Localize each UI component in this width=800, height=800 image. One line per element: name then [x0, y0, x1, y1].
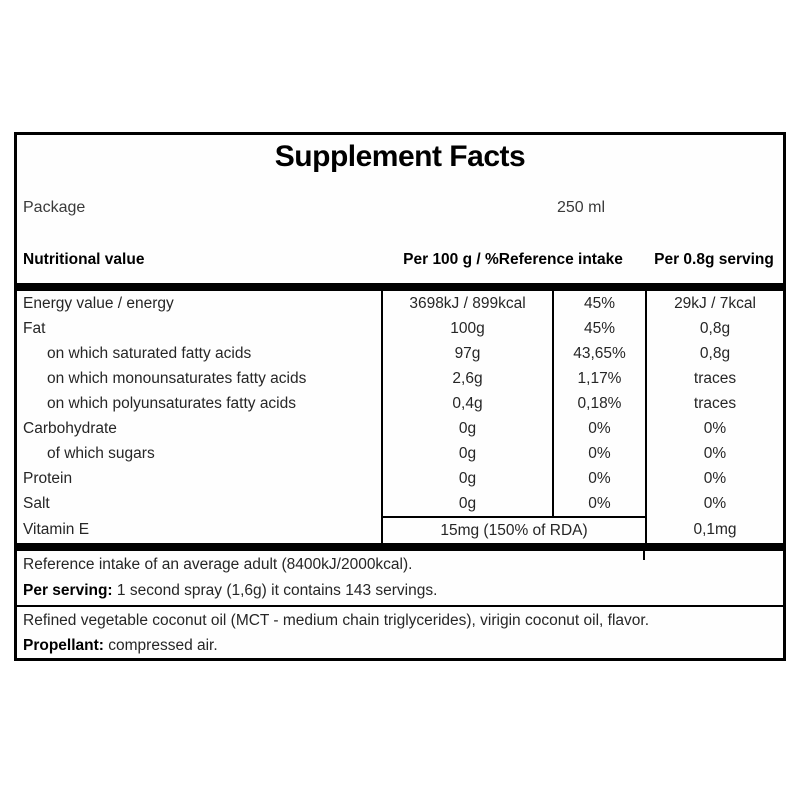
- nutrition-table: Energy value / energy 3698kJ / 899kcal 4…: [17, 291, 783, 543]
- row-name: Carbohydrate: [23, 419, 117, 437]
- row-reference: 43,65%: [552, 341, 645, 366]
- ingredients-line: Refined vegetable coconut oil (MCT - med…: [23, 612, 650, 629]
- row-per100: 0,4g: [381, 391, 552, 416]
- row-name: on which monounsaturates fatty acids: [47, 369, 307, 387]
- row-reference: 0%: [552, 466, 645, 491]
- row-serving: 0%: [645, 416, 783, 441]
- row-serving: traces: [645, 366, 783, 391]
- row-serving: 0%: [645, 441, 783, 466]
- propellant-text: compressed air.: [103, 637, 218, 654]
- row-name: Vitamin E: [23, 520, 90, 538]
- thick-separator-top: [17, 283, 783, 291]
- row-reference: 45%: [552, 316, 645, 341]
- package-value: 250 ml: [557, 199, 606, 216]
- table-row: Protein 0g 0% 0%: [17, 466, 783, 491]
- row-serving: 0%: [645, 491, 783, 516]
- per-serving-text: 1 second spray (1,6g) it contains 143 se…: [112, 582, 438, 599]
- row-serving: 0,8g: [645, 316, 783, 341]
- row-per100: 0g: [381, 416, 552, 441]
- row-reference: 0%: [552, 416, 645, 441]
- row-name: Protein: [23, 469, 73, 487]
- row-per100: 0g: [381, 491, 552, 516]
- table-row: Salt 0g 0% 0%: [17, 491, 783, 516]
- reference-intake-line: Reference intake of an average adult (84…: [23, 556, 413, 573]
- table-row: on which monounsaturates fatty acids 2,6…: [17, 366, 783, 391]
- row-serving: traces: [645, 391, 783, 416]
- package-row: Package 250 ml: [23, 199, 783, 223]
- row-reference: 1,17%: [552, 366, 645, 391]
- label-title: Supplement Facts: [274, 140, 526, 173]
- vitamin-merged-value: 15mg (150% of RDA): [381, 516, 645, 543]
- package-label: Package: [23, 199, 86, 216]
- row-reference: 0%: [552, 441, 645, 466]
- row-per100: 100g: [381, 316, 552, 341]
- ingredients-section: Refined vegetable coconut oil (MCT - med…: [17, 608, 783, 658]
- table-row: on which saturated fatty acids 97g 43,65…: [17, 341, 783, 366]
- row-reference: 0,18%: [552, 391, 645, 416]
- propellant-label: Propellant:: [23, 637, 104, 654]
- row-name: Energy value / energy: [23, 294, 174, 312]
- header-nutritional-value: Nutritional value: [23, 251, 145, 268]
- table-row: Carbohydrate 0g 0% 0%: [17, 416, 783, 441]
- header-per-100g-reference: Per 100 g / %Reference intake: [403, 251, 623, 268]
- table-header-row: Nutritional value Per 100 g / %Reference…: [17, 248, 783, 274]
- reference-intake-section: Reference intake of an average adult (84…: [17, 552, 783, 604]
- per-serving-line: Per serving: 1 second spray (1,6g) it co…: [23, 578, 783, 604]
- table-row-vitamin-e: Vitamin E 15mg (150% of RDA) 0,1mg: [17, 516, 783, 543]
- table-row: Fat 100g 45% 0,8g: [17, 316, 783, 341]
- row-serving: 0,8g: [645, 341, 783, 366]
- row-reference: 0%: [552, 491, 645, 516]
- row-per100: 0g: [381, 466, 552, 491]
- row-name: Salt: [23, 494, 50, 512]
- row-per100: 0g: [381, 441, 552, 466]
- row-per100: 3698kJ / 899kcal: [381, 291, 552, 316]
- header-per-serving: Per 0.8g serving: [654, 251, 774, 268]
- table-row: Energy value / energy 3698kJ / 899kcal 4…: [17, 291, 783, 316]
- thick-separator-bottom: [17, 543, 783, 551]
- table-row: on which polyunsaturates fatty acids 0,4…: [17, 391, 783, 416]
- row-reference: 45%: [552, 291, 645, 316]
- row-per100: 2,6g: [381, 366, 552, 391]
- supplement-facts-label: Supplement Facts Package 250 ml Nutritio…: [14, 132, 786, 661]
- column-line-artifact: [643, 551, 645, 560]
- row-serving: 0,1mg: [645, 516, 783, 543]
- propellant-line: Propellant: compressed air.: [23, 633, 783, 658]
- row-name: Fat: [23, 319, 46, 337]
- section-divider: [17, 605, 783, 607]
- table-row: of which sugars 0g 0% 0%: [17, 441, 783, 466]
- row-serving: 29kJ / 7kcal: [645, 291, 783, 316]
- row-name: on which saturated fatty acids: [47, 344, 252, 362]
- row-name: on which polyunsaturates fatty acids: [47, 394, 296, 412]
- row-per100: 97g: [381, 341, 552, 366]
- per-serving-label: Per serving:: [23, 582, 113, 599]
- row-name: of which sugars: [47, 444, 155, 462]
- row-serving: 0%: [645, 466, 783, 491]
